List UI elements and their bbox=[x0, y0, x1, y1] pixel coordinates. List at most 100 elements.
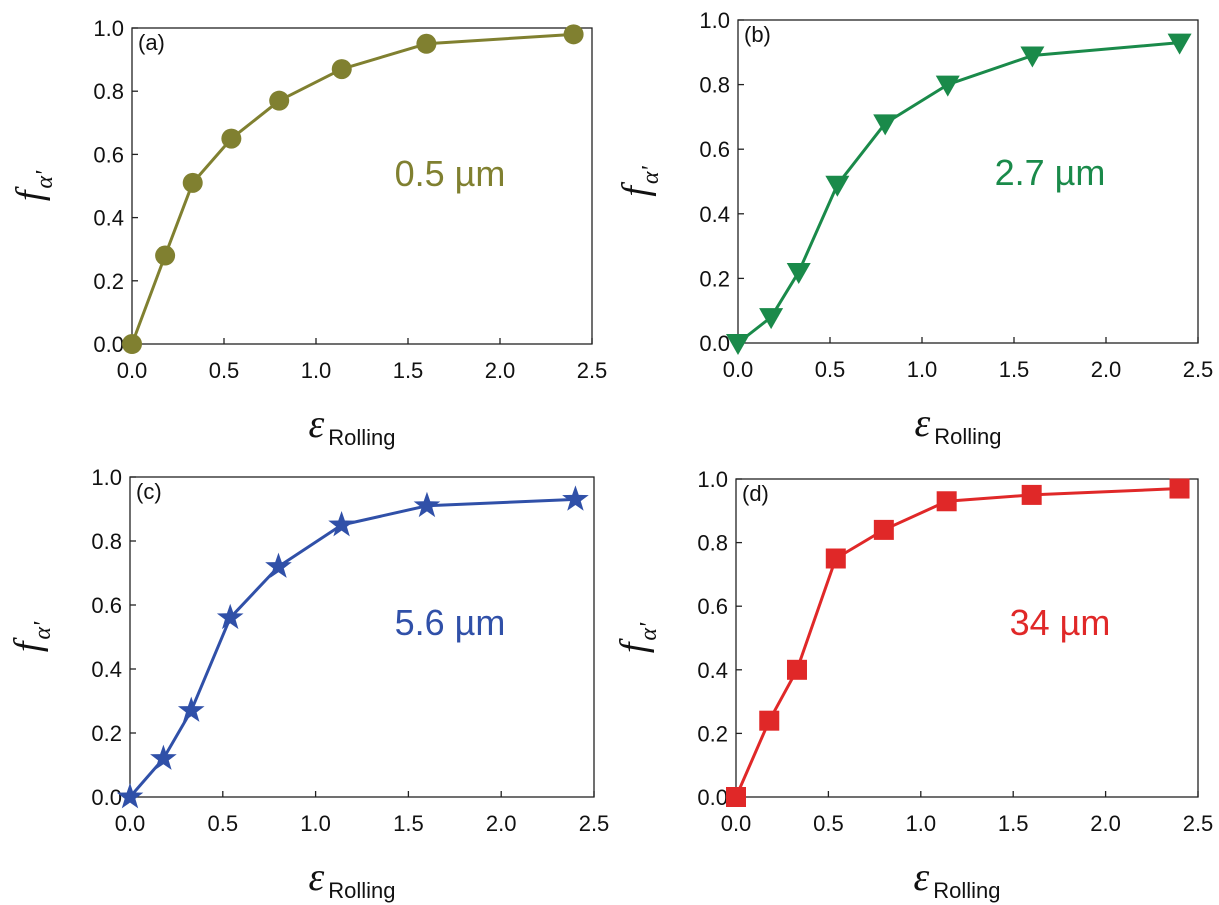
x-tick-label: 2.5 bbox=[579, 811, 610, 836]
plot-frame bbox=[737, 19, 1199, 344]
x-tick-label: 2.0 bbox=[1090, 811, 1121, 836]
y-axis-subscript: α' bbox=[32, 170, 58, 189]
x-axis-subscript: Rolling bbox=[328, 878, 395, 903]
data-point bbox=[726, 787, 746, 807]
x-tick-label: 1.5 bbox=[999, 357, 1030, 382]
y-tick-label: 0.8 bbox=[697, 531, 728, 556]
data-point bbox=[177, 696, 205, 722]
y-tick-label: 0.2 bbox=[699, 266, 730, 291]
data-point bbox=[150, 744, 177, 770]
x-tick-label: 0.0 bbox=[115, 811, 146, 836]
x-tick-label: 0.5 bbox=[209, 358, 240, 383]
y-tick-label: 0.4 bbox=[697, 658, 728, 683]
y-tick-label: 1.0 bbox=[93, 16, 124, 41]
y-tick-label: 0.2 bbox=[93, 269, 124, 294]
x-axis-subscript: Rolling bbox=[934, 424, 1001, 449]
x-tick-label: 0.5 bbox=[813, 811, 844, 836]
size-annotation: 5.6 µm bbox=[395, 602, 506, 643]
y-tick-label: 0.8 bbox=[91, 529, 122, 554]
x-tick-label: 2.0 bbox=[1091, 357, 1122, 382]
y-axis-subscript: α' bbox=[30, 621, 56, 640]
y-tick-label: 1.0 bbox=[697, 467, 728, 492]
y-tick-label: 0.8 bbox=[93, 79, 124, 104]
x-tick-label: 2.0 bbox=[486, 811, 517, 836]
y-tick-label: 0.8 bbox=[699, 73, 730, 98]
data-point bbox=[182, 172, 203, 193]
x-tick-label: 2.0 bbox=[485, 358, 516, 383]
panel-label: (b) bbox=[744, 22, 771, 47]
x-tick-label: 1.5 bbox=[393, 811, 424, 836]
data-point bbox=[265, 552, 292, 578]
x-axis-symbol: ε bbox=[913, 854, 929, 899]
size-annotation: 0.5 µm bbox=[395, 153, 506, 194]
x-tick-label: 0.0 bbox=[723, 357, 754, 382]
x-tick-label: 1.5 bbox=[998, 811, 1029, 836]
data-point bbox=[759, 710, 780, 731]
y-tick-label: 0.2 bbox=[697, 721, 728, 746]
data-point bbox=[216, 603, 244, 630]
data-point bbox=[1167, 33, 1192, 55]
x-tick-label: 1.0 bbox=[906, 811, 937, 836]
x-tick-label: 2.5 bbox=[1183, 357, 1214, 382]
plot-frame bbox=[129, 476, 595, 798]
x-axis-symbol: ε bbox=[914, 400, 930, 445]
y-tick-label: 0.0 bbox=[699, 331, 730, 356]
y-tick-label: 0.0 bbox=[93, 332, 124, 357]
size-annotation: 34 µm bbox=[1010, 602, 1111, 643]
x-tick-label: 1.0 bbox=[300, 811, 331, 836]
data-point bbox=[873, 519, 894, 540]
y-tick-label: 0.4 bbox=[93, 206, 124, 231]
data-point bbox=[1169, 478, 1190, 499]
x-tick-label: 0.0 bbox=[721, 811, 752, 836]
data-point bbox=[1021, 484, 1042, 505]
data-point bbox=[413, 491, 441, 518]
y-tick-label: 1.0 bbox=[699, 8, 730, 33]
data-point bbox=[1020, 46, 1045, 68]
data-point bbox=[563, 24, 584, 45]
data-point bbox=[726, 334, 750, 355]
data-point bbox=[328, 511, 355, 537]
data-point bbox=[825, 175, 850, 197]
panel-label: (a) bbox=[138, 30, 165, 55]
data-point bbox=[873, 114, 898, 136]
panel-label: (d) bbox=[742, 481, 769, 506]
panel-d: 0.0 0.5 1.0 1.5 2.0 2.5 0.0 0.2 0.4 0.6 0.8 1.0 (d) 3… bbox=[613, 467, 1213, 903]
series-line bbox=[737, 41, 1180, 345]
x-tick-label: 2.5 bbox=[577, 358, 608, 383]
x-tick-label: 0.0 bbox=[117, 358, 148, 383]
data-point bbox=[786, 659, 807, 680]
x-axis-symbol: ε bbox=[308, 854, 324, 899]
y-tick-label: 0.6 bbox=[93, 142, 124, 167]
y-axis-label: fα' bbox=[7, 621, 56, 652]
plot-frame bbox=[735, 478, 1199, 798]
y-tick-label: 0.4 bbox=[699, 202, 730, 227]
size-annotation: 2.7 µm bbox=[995, 152, 1106, 193]
data-point bbox=[935, 75, 960, 97]
data-point bbox=[122, 334, 142, 354]
x-tick-label: 2.5 bbox=[1183, 811, 1214, 836]
y-axis-label: fα' bbox=[615, 165, 664, 196]
data-point bbox=[331, 59, 352, 80]
series-line bbox=[128, 497, 576, 798]
y-axis-label: fα' bbox=[9, 170, 58, 201]
x-tick-label: 0.5 bbox=[815, 357, 846, 382]
panel-a: 0.0 0.5 1.0 1.5 2.0 2.5 0.0 0.2 0.4 0.6 0.8 1.0 (a) 0… bbox=[9, 16, 607, 450]
x-axis-label: ε Rolling bbox=[308, 401, 395, 450]
x-axis-label: ε Rolling bbox=[308, 854, 395, 903]
data-point bbox=[155, 245, 176, 266]
y-axis-subscript: α' bbox=[638, 165, 664, 184]
data-point bbox=[562, 485, 589, 511]
x-tick-label: 0.5 bbox=[208, 811, 239, 836]
y-tick-label: 0.6 bbox=[91, 593, 122, 618]
x-axis-symbol: ε bbox=[308, 401, 324, 446]
x-axis-label: ε Rolling bbox=[914, 400, 1001, 449]
data-point bbox=[221, 128, 242, 149]
data-point bbox=[786, 262, 811, 284]
panel-label: (c) bbox=[136, 479, 162, 504]
data-point bbox=[825, 548, 846, 569]
plot-frame bbox=[131, 27, 593, 345]
panel-c: 0.0 0.5 1.0 1.5 2.0 2.5 0.0 0.2 0.4 0.6 0.8 1.0 (c) 5… bbox=[7, 465, 609, 903]
series-line bbox=[734, 487, 1180, 798]
data-point bbox=[269, 90, 290, 111]
